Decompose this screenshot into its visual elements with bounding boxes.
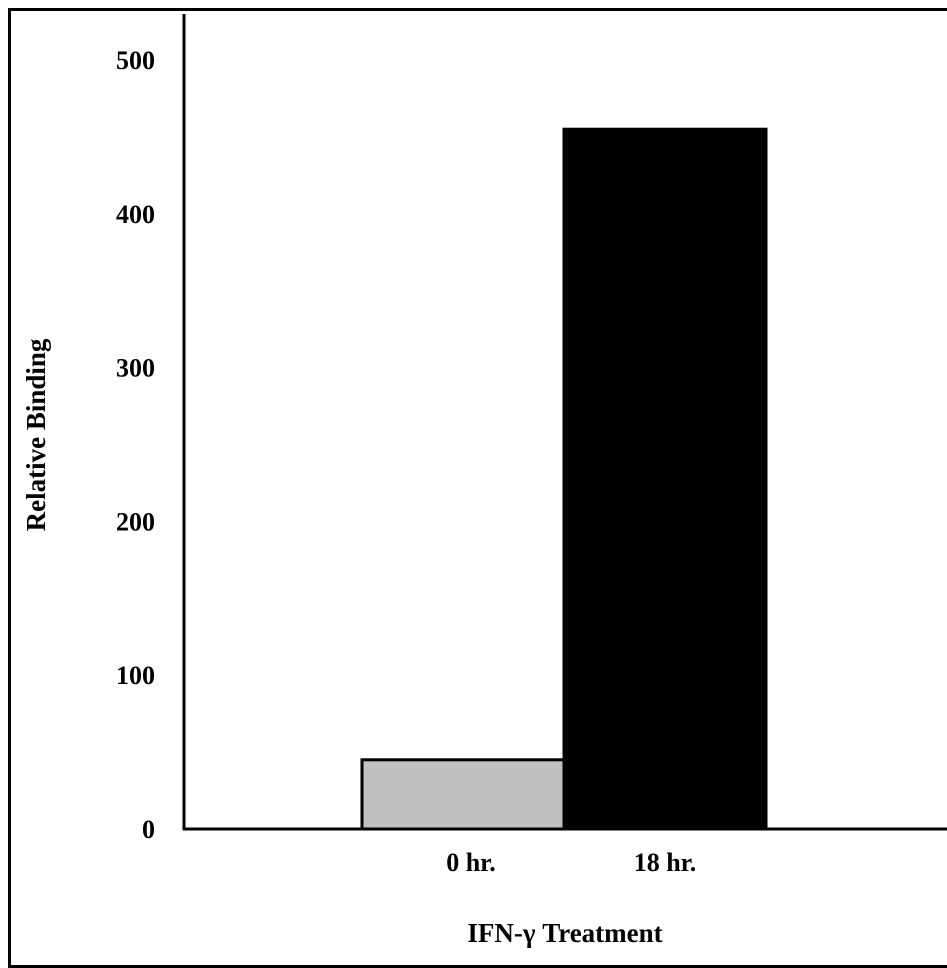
x-axis-label: IFN-γ Treatment bbox=[467, 918, 662, 948]
bar-0 bbox=[360, 758, 566, 831]
y-tick-label: 0 bbox=[142, 815, 155, 844]
bars bbox=[360, 127, 768, 831]
x-tick-label: 18 hr. bbox=[634, 848, 697, 877]
y-tick-label: 200 bbox=[116, 507, 155, 536]
y-tick-label: 300 bbox=[116, 354, 155, 383]
bar-1 bbox=[562, 127, 768, 831]
y-tick-label: 100 bbox=[116, 661, 155, 690]
y-tick-label: 400 bbox=[116, 200, 155, 229]
y-axis-label: Relative Binding bbox=[21, 338, 51, 531]
x-tick-label: 0 hr. bbox=[446, 848, 496, 877]
y-tick-labels: 0 100 200 300 400 500 bbox=[116, 46, 155, 844]
x-tick-labels: 0 hr. 18 hr. bbox=[446, 848, 696, 877]
y-tick-label: 500 bbox=[116, 46, 155, 75]
